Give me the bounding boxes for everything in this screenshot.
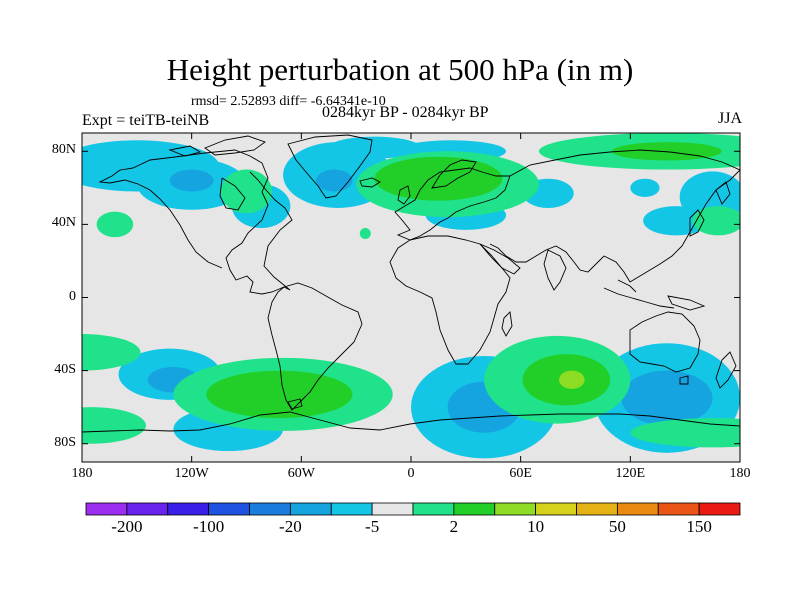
field-blob-pos-light-2 (220, 169, 273, 214)
colorbar-label-6: 50 (608, 517, 626, 536)
lon-label-3: 0 (407, 466, 415, 481)
experiment-label: Expt = teiTB-teiNB (82, 112, 210, 129)
lat-label-1: 40N (51, 215, 76, 231)
lat-label-3: 40S (54, 361, 76, 377)
coast-madagascar (501, 311, 513, 337)
coast-arabia (479, 243, 521, 275)
period-label: 0284kyr BP - 0284kyr BP (322, 104, 489, 121)
coast-iceland (359, 177, 381, 188)
season-label: JJA (717, 110, 742, 127)
coast-australia (629, 311, 701, 373)
coastlines (82, 134, 740, 433)
contour-field (82, 133, 740, 459)
coast-india (543, 249, 567, 291)
colorbar-label-4: 2 (449, 517, 459, 536)
colorbar-label-0: -200 (111, 517, 143, 536)
coast-britain (397, 185, 411, 205)
coast-south-america (267, 282, 363, 411)
colorbar-swatch-11 (535, 502, 577, 516)
colorbar-label-3: -5 (365, 517, 380, 536)
field-blob-pos-light-3 (96, 211, 134, 238)
colorbar-swatch-14 (657, 502, 700, 516)
lon-label-0: 180 (71, 466, 93, 481)
field-blob-neg-mid-4 (621, 370, 713, 426)
field-blob-neg-mid-1 (315, 169, 353, 192)
colorbar-label-5: 10 (527, 517, 545, 536)
coast-north-america (132, 149, 293, 295)
field-blob-neg-light-10 (630, 178, 660, 197)
field-blob-pos-light-5 (359, 228, 371, 240)
coast-hudson-bay (219, 177, 246, 211)
lon-label-5: 120E (615, 466, 646, 481)
coast-indonesia (603, 279, 675, 309)
coast-tierra-del-fuego (287, 398, 303, 410)
colorbar-swatch-7 (371, 502, 414, 516)
coast-new-zealand (715, 351, 737, 389)
lon-label-4: 60E (509, 466, 532, 481)
colorbar-swatch-9 (453, 502, 496, 516)
colorbar-swatch-1 (126, 502, 169, 516)
lat-label-2: 0 (69, 288, 76, 304)
colorbar-swatch-4 (249, 502, 291, 516)
coast-antarctica (82, 411, 740, 433)
colorbar-swatch-5 (289, 502, 332, 516)
coast-arctic-islands (168, 135, 266, 157)
field-blob-pos-light-4 (692, 206, 740, 236)
lat-label-4: 80S (54, 434, 76, 450)
axis-ticks (81, 133, 741, 462)
colorbar-swatch-0 (85, 502, 128, 516)
lon-label-2: 60W (287, 466, 315, 481)
lon-label-6: 180 (729, 466, 751, 481)
colorbar-swatch-6 (330, 502, 373, 516)
coast-japan (689, 209, 705, 237)
colorbar-swatch-10 (494, 502, 537, 516)
colorbar-swatch-3 (208, 502, 250, 516)
colorbar-label-1: -100 (193, 517, 225, 536)
coast-europe (394, 167, 511, 241)
coast-tasmania (679, 375, 689, 385)
coast-greenland (287, 134, 373, 199)
field-blob-pos-light-6 (82, 334, 141, 371)
field-blob-neg-mid-0 (169, 169, 214, 192)
coast-scandinavia (431, 159, 477, 189)
colorbar (85, 502, 741, 516)
field-blob-pos-light-9 (82, 407, 146, 444)
field-blob-pos-mid-3 (612, 142, 722, 161)
colorbar-swatch-12 (576, 502, 618, 516)
lon-label-1: 120W (174, 466, 209, 481)
coast-kamchatka (715, 181, 731, 205)
coast-asia-north (509, 149, 740, 177)
map-title: Height perturbation at 500 hPa (in m) (166, 52, 634, 87)
colorbar-swatch-2 (167, 502, 210, 516)
field-blob-pos-mid-0 (374, 156, 503, 201)
colorbar-swatch-15 (698, 502, 741, 516)
colorbar-label-7: 150 (686, 517, 712, 536)
lat-label-0: 80N (51, 142, 76, 158)
field-blob-pos-light-10 (630, 418, 740, 448)
colorbar-swatch-13 (616, 502, 659, 516)
colorbar-label-2: -20 (279, 517, 302, 536)
coast-alaska (98, 167, 223, 269)
field-blob-pos-high-0 (559, 370, 585, 389)
coast-asia-south (489, 243, 631, 283)
coast-new-guinea (667, 295, 706, 311)
field-blob-pos-mid-1 (206, 370, 353, 419)
rmsd-stats: rmsd= 2.52893 diff= -6.64341e-10 (191, 94, 386, 109)
colorbar-swatch-8 (412, 502, 455, 516)
